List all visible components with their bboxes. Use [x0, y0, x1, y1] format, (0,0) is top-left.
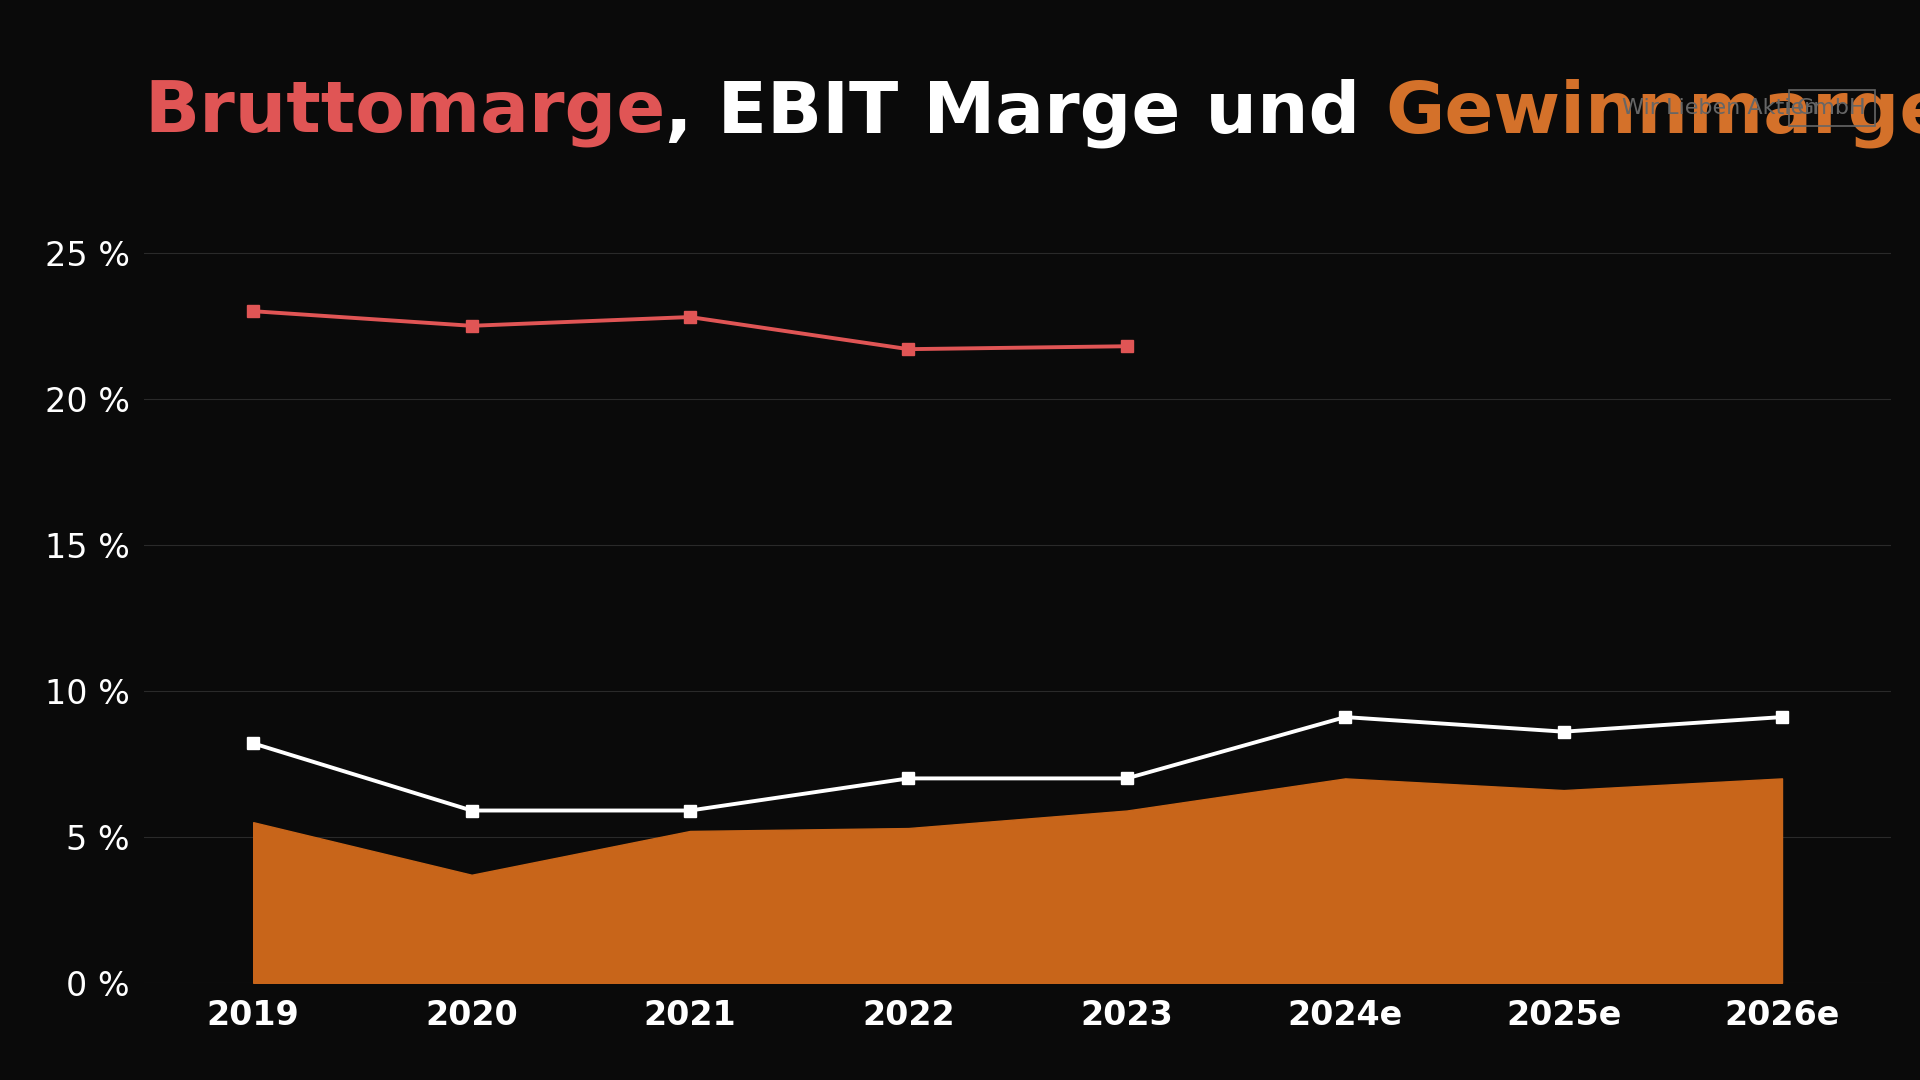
Text: , EBIT Marge und: , EBIT Marge und	[664, 79, 1386, 148]
Text: GmbH: GmbH	[1797, 98, 1866, 118]
Text: Wir Lieben Aktien: Wir Lieben Aktien	[1622, 98, 1818, 118]
Text: Gewinnmarge: Gewinnmarge	[1386, 79, 1920, 148]
Text: Bruttomarge: Bruttomarge	[144, 79, 664, 148]
